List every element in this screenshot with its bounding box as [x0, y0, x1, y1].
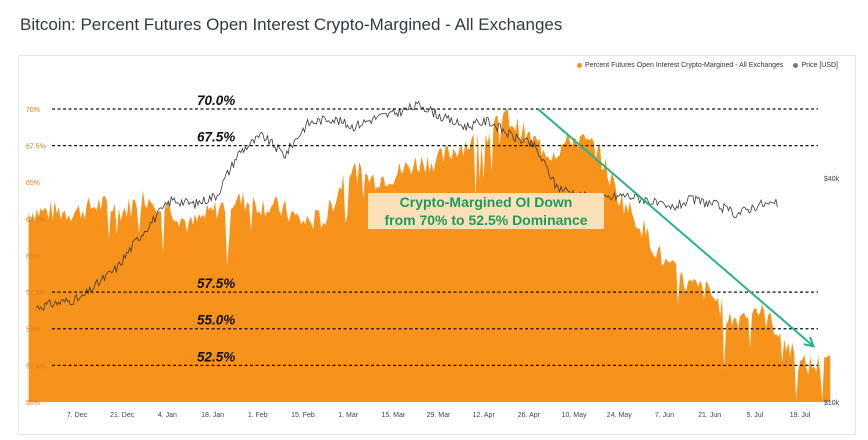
x-tick-label: 18. Jan [201, 412, 224, 419]
plot-area: 70.0% 67.5% 57.5% 55.0% 52.5% 50% 52.5% 55% 57.5… [26, 93, 840, 419]
legend-item-price[interactable]: Price [USD] [793, 62, 838, 69]
x-tick-label: 24. May [607, 412, 632, 419]
y-tick-label: 52.5% [26, 363, 46, 370]
y-tick-label: 55% [26, 327, 40, 334]
legend-dot-icon [577, 63, 582, 68]
x-tick-label: 29. Mar [427, 412, 451, 419]
level-label: 52.5% [197, 349, 235, 364]
x-tick-label: 21. Dec [110, 412, 135, 419]
oi-area [28, 108, 831, 403]
annotation-box: Crypto-Margined OI Down from 70% to 52.5… [368, 193, 604, 229]
x-tick-label: 15. Feb [291, 412, 315, 419]
x-tick-label: 7. Dec [67, 412, 88, 419]
y-tick-label: 65% [26, 180, 40, 187]
legend-item-oi[interactable]: Percent Futures Open Interest Crypto-Mar… [577, 62, 783, 69]
x-tick-label: 19. Jul [790, 412, 811, 419]
x-tick-label: 1. Mar [338, 412, 359, 419]
y-right-tick-label: $40k [824, 176, 840, 183]
x-tick-label: 10. May [562, 412, 587, 419]
level-label: 67.5% [197, 130, 235, 145]
x-tick-label: 7. Jun [655, 412, 674, 419]
x-tick-label: 4. Jan [158, 412, 177, 419]
y-tick-label: 50% [26, 400, 40, 407]
price-line [35, 100, 778, 311]
trend-arrow-head-icon [803, 336, 816, 348]
x-tick-label: 1. Feb [248, 412, 268, 419]
level-label: 70.0% [197, 93, 235, 108]
legend-dot-icon [793, 63, 799, 68]
chart-legend: Percent Futures Open Interest Crypto-Mar… [577, 62, 838, 69]
page-title: Bitcoin: Percent Futures Open Interest C… [20, 15, 563, 34]
annotation-line-1: Crypto-Margined OI Down [399, 194, 573, 210]
x-tick-label: 21. Jun [698, 412, 721, 419]
legend-label-oi: Percent Futures Open Interest Crypto-Mar… [585, 62, 784, 69]
y-tick-label: 60% [26, 253, 40, 260]
x-tick-label: 5. Jul [746, 412, 763, 419]
x-tick-label: 15. Mar [381, 412, 405, 419]
y-right-tick-label: $10k [824, 400, 840, 407]
legend-label-price: Price [USD] [801, 62, 838, 69]
y-tick-label: 57.5% [26, 290, 46, 297]
chart-panel [18, 55, 856, 435]
level-label: 55.0% [197, 313, 235, 328]
x-tick-label: 12. Apr [473, 412, 496, 419]
y-tick-label: 67.5% [26, 144, 46, 151]
x-tick-label: 26. Apr [518, 412, 541, 419]
y-tick-label: 70% [26, 107, 40, 114]
annotation-line-2: from 70% to 52.5% Dominance [384, 212, 588, 228]
level-label: 57.5% [197, 276, 235, 291]
y-tick-label: 62.5% [26, 217, 46, 224]
trend-arrow-line [537, 108, 815, 348]
